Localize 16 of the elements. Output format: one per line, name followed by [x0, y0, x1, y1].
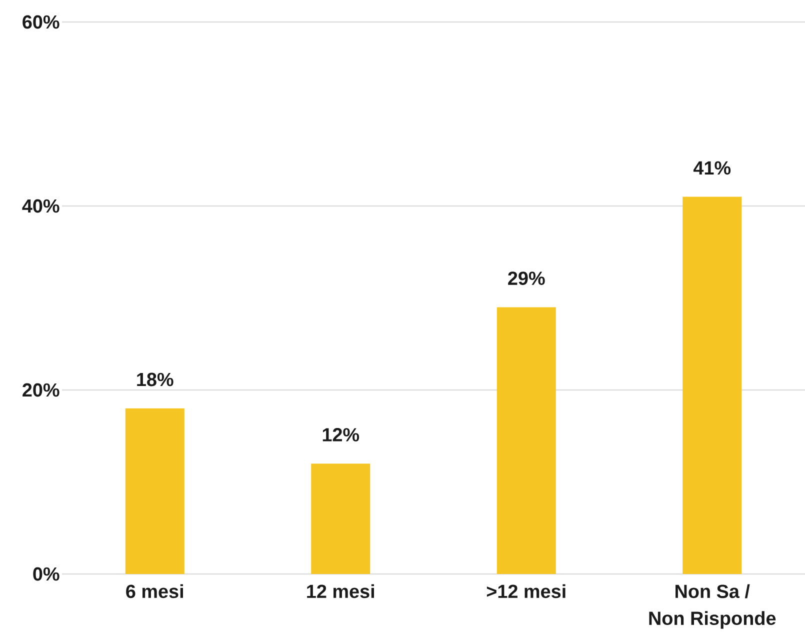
- data-label: 12%: [322, 428, 360, 442]
- x-tick-label: 12 mesi: [307, 584, 374, 598]
- data-label: 18%: [137, 372, 174, 386]
- bar: [682, 196, 742, 574]
- x-tick-label: Non Sa / Non Risponde: [649, 584, 776, 629]
- y-tick-label: 20%: [22, 383, 60, 397]
- bar: [125, 408, 184, 574]
- bar: [496, 307, 556, 574]
- bar: [311, 464, 370, 574]
- data-label: 41%: [693, 161, 731, 175]
- x-tick-label: 6 mesi: [126, 584, 183, 598]
- y-tick-label: 40%: [22, 199, 60, 213]
- data-label: 29%: [508, 272, 545, 285]
- x-tick-label: >12 mesi: [486, 584, 566, 598]
- y-tick-label: 60%: [22, 15, 60, 29]
- y-tick-label: 0%: [33, 567, 60, 581]
